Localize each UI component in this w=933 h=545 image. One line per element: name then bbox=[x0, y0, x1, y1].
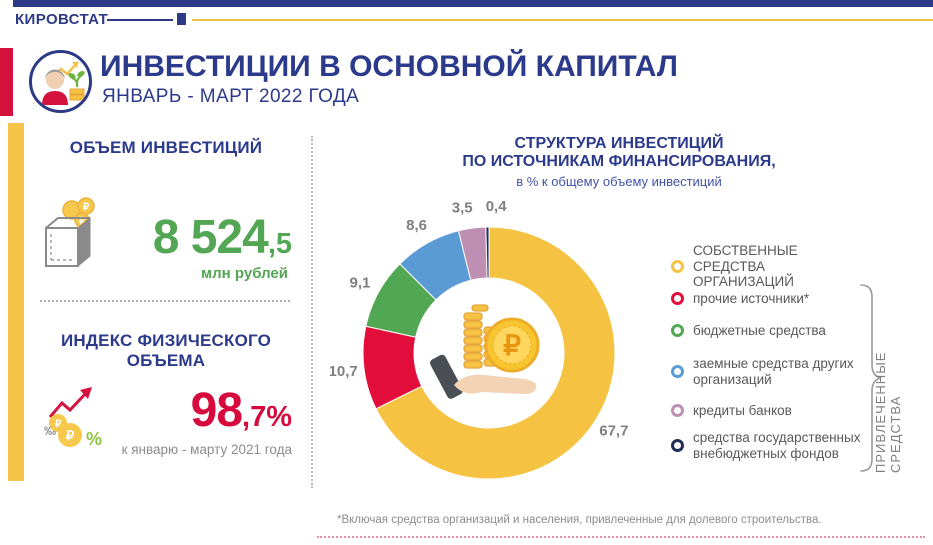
slice-value-label-1: 10,7 bbox=[330, 363, 358, 380]
svg-text:‰: ‰ bbox=[44, 424, 56, 438]
footnote: *Включая средства организаций и населени… bbox=[337, 514, 822, 526]
index-heading: ИНДЕКС ФИЗИЧЕСКОГО ОБЪЕМА bbox=[60, 331, 272, 370]
volume-value: 8 524,5 bbox=[118, 210, 292, 265]
svg-text:₽: ₽ bbox=[83, 202, 90, 213]
volume-heading: ОБЪЕМ ИНВЕСТИЦИЙ bbox=[69, 138, 263, 157]
hand-with-coins-icon: ₽ bbox=[430, 304, 540, 399]
page-title: ИНВЕСТИЦИИ В ОСНОВНОЙ КАПИТАЛ bbox=[100, 50, 678, 83]
legend-label: кредиты банков bbox=[693, 403, 792, 418]
volume-value-main: 8 524 bbox=[152, 211, 269, 264]
volume-value-fraction: ,5 bbox=[267, 228, 292, 260]
legend-item-borrowed-funds: заемные средства других организаций bbox=[671, 356, 861, 387]
top-navy-bar bbox=[13, 0, 933, 7]
brand-rule-navy bbox=[107, 19, 173, 21]
slice-value-label-0: 67,7 bbox=[599, 423, 628, 440]
index-value-main: 98 bbox=[190, 384, 243, 437]
coins-growth-arrow-icon: ₽ ₽ ‰ % bbox=[36, 383, 108, 458]
legend-label: прочие источники* bbox=[693, 291, 810, 306]
page-subtitle: ЯНВАРЬ - МАРТ 2022 ГОДА bbox=[102, 86, 360, 107]
legend-group-brace bbox=[858, 283, 884, 478]
slice-value-label-2: 9,1 bbox=[350, 275, 371, 292]
legend-label: средства государственных внебюджетных фо… bbox=[693, 430, 861, 461]
legend-item-state-funds: средства государственных внебюджетных фо… bbox=[671, 430, 861, 461]
chart-title: СТРУКТУРА ИНВЕСТИЦИЙ ПО ИСТОЧНИКАМ ФИНАН… bbox=[419, 135, 819, 189]
index-value-fraction: ,7% bbox=[242, 401, 292, 433]
left-divider bbox=[40, 300, 290, 302]
box-with-coins-icon: ₽ ₽ bbox=[38, 196, 104, 277]
brand-square-marker bbox=[177, 13, 186, 25]
title-accent-bar bbox=[0, 48, 13, 116]
legend-ring-yellow bbox=[671, 259, 684, 273]
svg-text:₽: ₽ bbox=[503, 330, 521, 361]
chart-title-line1: СТРУКТУРА ИНВЕСТИЦИЙ bbox=[514, 135, 724, 152]
investor-person-icon bbox=[29, 50, 92, 113]
svg-text:₽: ₽ bbox=[55, 419, 62, 430]
donut-slice-5 bbox=[485, 226, 490, 279]
bottom-red-rule bbox=[317, 536, 925, 538]
legend-item-budget-funds: бюджетные средства bbox=[671, 323, 861, 339]
index-compare-note: к январю - марту 2021 года bbox=[121, 442, 292, 457]
legend-group-label: ПРИВЛЕЧЕННЫЕ СРЕДСТВА bbox=[873, 351, 903, 473]
slice-value-label-3: 8,6 bbox=[406, 217, 427, 234]
legend-item-other-sources: прочие источники* bbox=[671, 291, 861, 307]
vertical-divider bbox=[311, 136, 313, 488]
legend-label: бюджетные средства bbox=[693, 323, 826, 338]
legend-item-bank-loans: кредиты банков bbox=[671, 403, 861, 419]
legend-ring-blue bbox=[671, 365, 684, 378]
legend-label: СОБСТВЕННЫЕ СРЕДСТВА ОРГАНИЗАЦИЙ bbox=[693, 243, 798, 289]
investor-person-art bbox=[42, 61, 85, 105]
slice-value-label-5: 0,4 bbox=[486, 198, 508, 215]
index-value: 98,7% bbox=[118, 383, 292, 438]
left-accent-bar bbox=[8, 123, 24, 481]
chart-title-line2: ПО ИСТОЧНИКАМ ФИНАНСИРОВАНИЯ, bbox=[462, 153, 776, 170]
slice-value-label-4: 3,5 bbox=[452, 199, 473, 216]
legend-label: заемные средства других организаций bbox=[693, 356, 854, 387]
legend-ring-green bbox=[671, 324, 684, 338]
volume-unit: млн рублей bbox=[201, 265, 288, 282]
legend-ring-mauve bbox=[671, 404, 684, 418]
brand-name: КИРОВСТАТ bbox=[15, 11, 109, 28]
brand-rule-yellow bbox=[192, 19, 933, 21]
legend-item-own-funds: СОБСТВЕННЫЕ СРЕДСТВА ОРГАНИЗАЦИЙ bbox=[671, 243, 861, 290]
legend-ring-red bbox=[671, 292, 684, 306]
chart-title-line3: в % к общему объему инвестиций bbox=[516, 174, 722, 189]
svg-text:₽: ₽ bbox=[66, 428, 75, 443]
legend-ring-navy bbox=[671, 439, 684, 452]
svg-text:₽: ₽ bbox=[79, 216, 85, 226]
svg-text:%: % bbox=[86, 429, 102, 449]
donut-chart: ₽ 67,7 10,7 9,1 8,6 3,5 0,4 bbox=[329, 195, 650, 515]
donut-slice-0 bbox=[375, 226, 616, 480]
